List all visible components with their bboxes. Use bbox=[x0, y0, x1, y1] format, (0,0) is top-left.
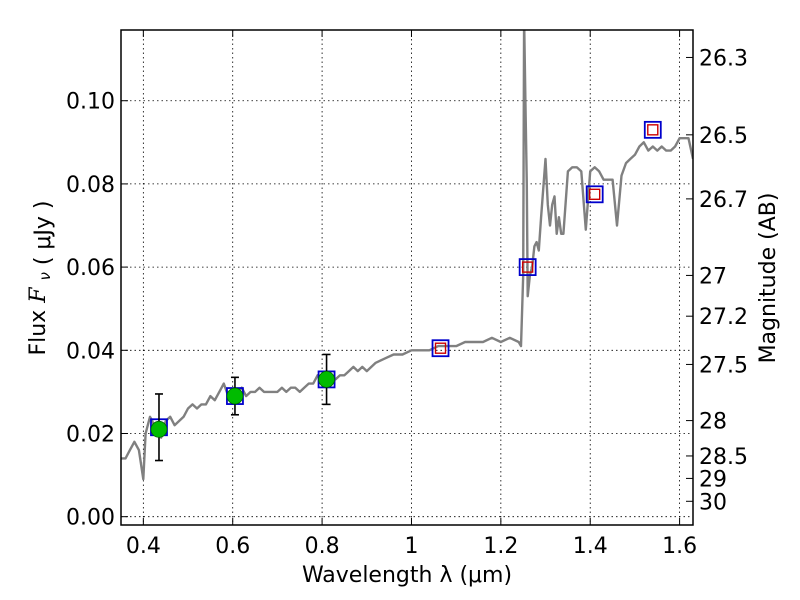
x-tick-label: 1.2 bbox=[483, 534, 518, 559]
y2-tick-label: 29 bbox=[699, 467, 727, 492]
y-tick-label: 0.06 bbox=[66, 256, 115, 281]
plot-background bbox=[121, 30, 693, 525]
y2-tick-label: 28.5 bbox=[699, 445, 748, 470]
nir-square-marker bbox=[588, 188, 601, 201]
y-axis-title-symbol: F bbox=[26, 287, 51, 304]
y-axis-title-subscript: ν bbox=[36, 272, 54, 280]
y2-tick-label: 30 bbox=[699, 490, 727, 515]
x-tick-label: 1.6 bbox=[662, 534, 697, 559]
y-tick-label: 0.04 bbox=[66, 339, 115, 364]
y2-tick-label: 26.7 bbox=[699, 188, 748, 213]
axes: 0.4 0.6 0.8 1 1.2 1.4 1.6 0.00 0.02 0.04 0.06 0.08 0… bbox=[66, 30, 748, 559]
series-layer bbox=[121, 30, 693, 481]
y-axis-title: Flux F ν ( μJy ) bbox=[26, 200, 56, 355]
y-axis-title-unit: ( μJy ) bbox=[31, 200, 56, 265]
x-axis-title: Wavelength λ (μm) bbox=[302, 563, 512, 588]
marker-layer bbox=[150, 120, 662, 462]
x-tick-label: 1 bbox=[404, 534, 418, 559]
model-square-marker bbox=[643, 120, 662, 139]
y2-axis-title: Magnitude (AB) bbox=[756, 193, 781, 364]
grid bbox=[121, 30, 693, 525]
y-tick-label: 0.00 bbox=[66, 506, 115, 531]
y-tick-label: 0.10 bbox=[66, 90, 115, 115]
x-tick-label: 0.4 bbox=[126, 534, 161, 559]
sed-line bbox=[121, 30, 693, 481]
observed-point bbox=[150, 420, 168, 438]
x-tick-label: 1.4 bbox=[573, 534, 608, 559]
observed-point bbox=[226, 387, 244, 405]
nir-square-marker bbox=[521, 261, 534, 273]
model-square-marker bbox=[431, 339, 450, 358]
y-axis-title-prefix: Flux bbox=[26, 310, 51, 356]
observed-point bbox=[318, 371, 335, 388]
nir-square-marker bbox=[434, 342, 447, 354]
plot-frame bbox=[120, 29, 694, 526]
y2-tick-label: 27.2 bbox=[699, 305, 748, 330]
model-square-marker bbox=[585, 185, 604, 204]
y2-tick-label: 27 bbox=[699, 264, 727, 289]
y2-tick-label: 26.3 bbox=[699, 46, 748, 71]
y-tick-label: 0.02 bbox=[66, 422, 115, 447]
model-square-marker bbox=[518, 258, 537, 277]
x-tick-label: 0.6 bbox=[215, 534, 250, 559]
nir-square-marker bbox=[647, 124, 659, 136]
y2-tick-label: 28 bbox=[699, 410, 727, 435]
y2-tick-label: 26.5 bbox=[699, 124, 748, 149]
y2-tick-label: 27.5 bbox=[699, 353, 748, 378]
x-tick-label: 0.8 bbox=[305, 534, 340, 559]
y-tick-label: 0.08 bbox=[66, 173, 115, 198]
